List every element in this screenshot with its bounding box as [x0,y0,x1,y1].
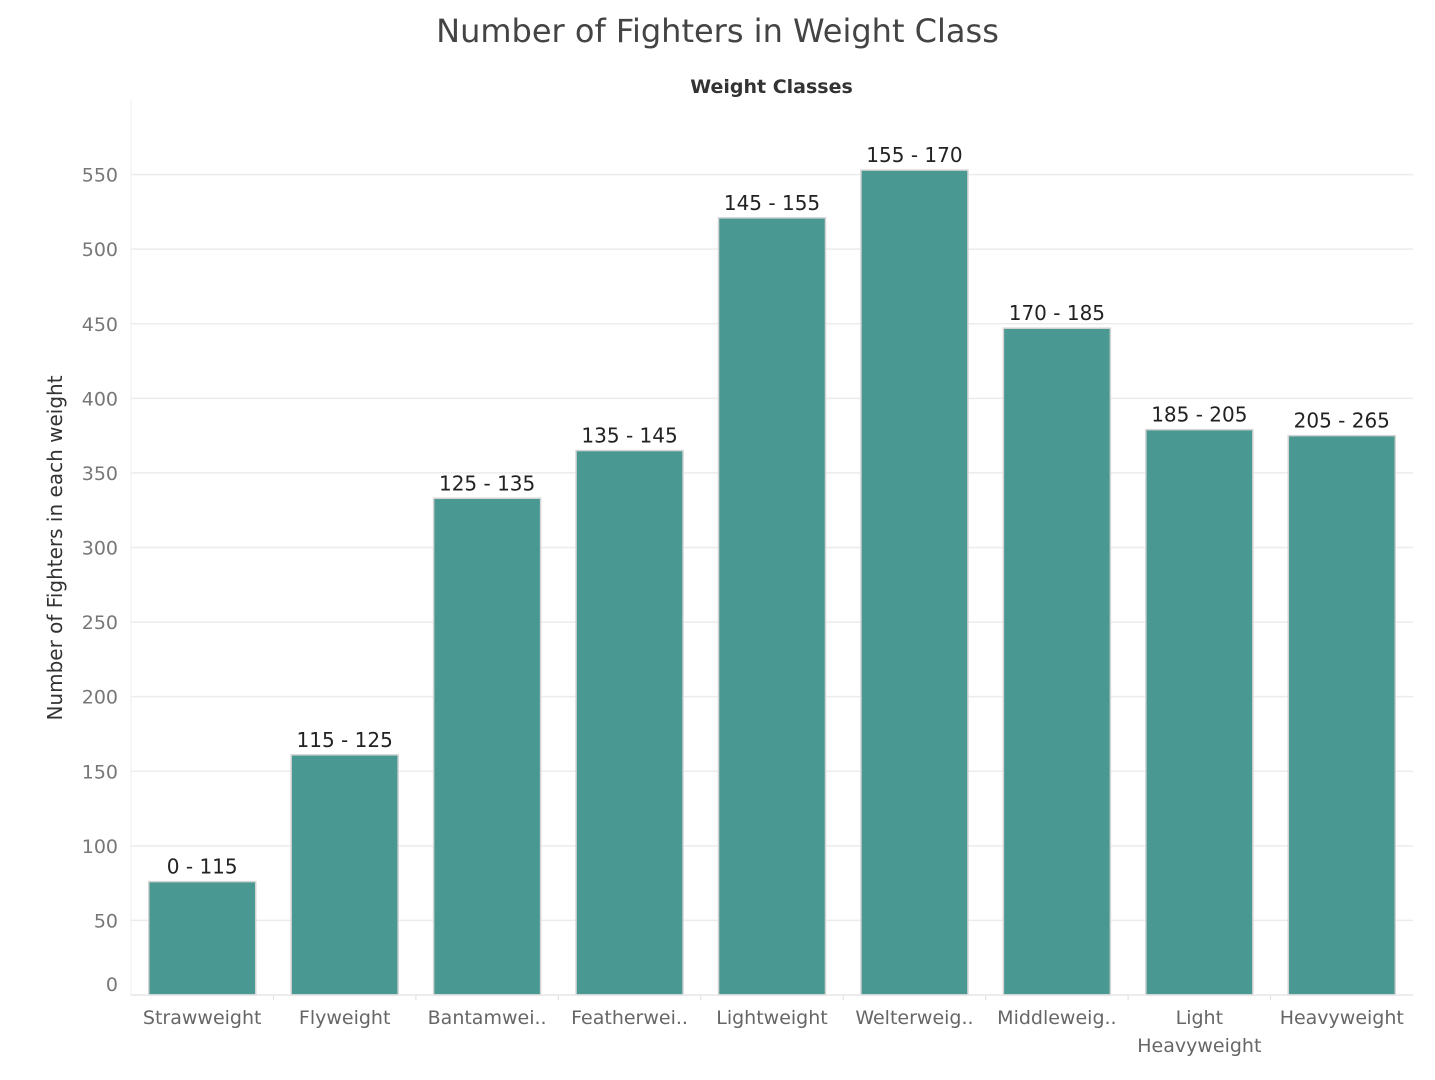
data-label: 115 - 125 [297,728,393,752]
y-tick-label: 150 [82,761,118,783]
data-label: 135 - 145 [581,424,677,448]
x-tick-label: Heavyweight [1280,1007,1404,1029]
x-tick-label: Light Heavyweight [1137,1007,1261,1057]
y-tick-label: 0 [106,974,118,996]
data-label: 185 - 205 [1151,403,1247,427]
x-tick-label: Strawweight [143,1007,262,1029]
y-tick-label: 450 [82,314,118,336]
x-tick-label-line: Middleweig.. [997,1007,1116,1029]
y-tick-label: 200 [82,687,118,709]
x-tick-label-line: Welterweig.. [855,1007,973,1029]
x-tick-label: Flyweight [299,1007,391,1029]
x-tick-label-line: Strawweight [143,1007,262,1029]
bars [147,169,1397,996]
bar [1002,327,1112,996]
data-label: 170 - 185 [1009,301,1105,325]
x-tick-label-line: Light [1176,1007,1223,1029]
y-tick-label: 550 [82,165,118,187]
x-tick-label: Lightweight [716,1007,827,1029]
x-axis: Strawweight Flyweight Bantamwei.. Featherwe… [131,994,1413,1057]
data-label: 125 - 135 [439,471,535,495]
data-label: 145 - 155 [724,191,820,215]
y-axis: 0 50 100 150 200 250 300 350 400 450 500 550 [82,165,118,996]
x-tick-label-line: Bantamwei.. [428,1007,547,1029]
x-tick-label: Featherwei.. [571,1007,688,1029]
bar [1145,428,1254,996]
x-tick-label-line: Flyweight [299,1007,391,1029]
y-tick-label: 500 [82,239,118,261]
bar [717,217,827,996]
x-tick-label: Middleweig.. [997,1007,1116,1029]
x-tick-label-line: Featherwei.. [571,1007,688,1029]
data-labels: 0 - 115 115 - 125 125 - 135 135 - 145 145 - … [167,143,1390,879]
x-tick-label: Welterweig.. [855,1007,973,1029]
data-label: 155 - 170 [866,143,962,167]
bar [860,169,969,996]
x-tick-label-line: Heavyweight [1280,1007,1404,1029]
y-tick-label: 250 [82,612,118,634]
y-tick-label: 350 [82,463,118,485]
y-tick-label: 300 [82,538,118,560]
bar [1287,434,1397,996]
y-tick-label: 100 [82,836,118,858]
x-tick-label-line: Lightweight [716,1007,827,1029]
data-label: 205 - 265 [1294,409,1390,433]
bar [575,449,684,996]
bar [432,497,542,996]
bar [290,754,399,996]
x-tick-label-line: Heavyweight [1137,1035,1261,1057]
bar [147,880,257,996]
chart-subtitle: Weight Classes [690,76,853,98]
chart-title: Number of Fighters in Weight Class [436,12,999,50]
y-tick-label: 50 [94,910,118,932]
y-tick-label: 400 [82,388,118,410]
data-label: 0 - 115 [167,855,238,879]
y-axis-label: Number of Fighters in each weight [43,375,67,720]
x-tick-label: Bantamwei.. [428,1007,547,1029]
